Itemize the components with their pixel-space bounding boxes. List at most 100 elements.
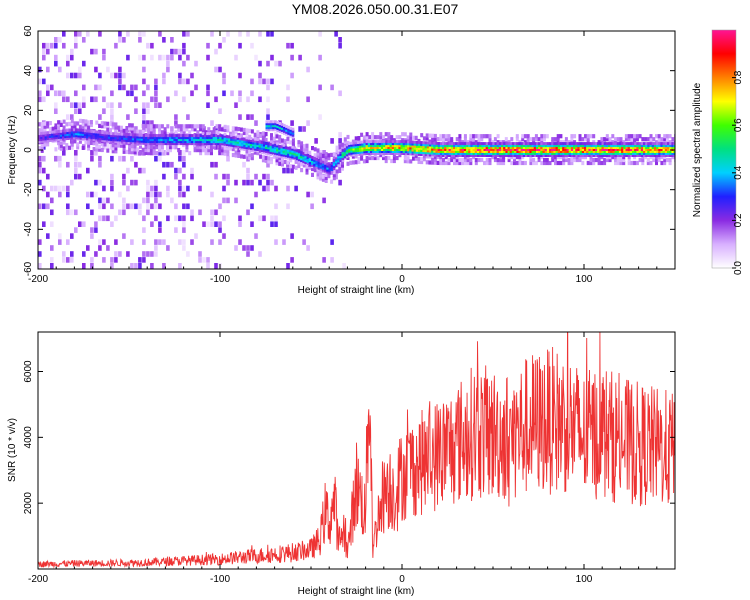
spectrogram-cell — [538, 152, 541, 155]
spectrogram-cell — [638, 144, 642, 148]
spectrogram-cell — [341, 149, 345, 153]
spectrogram-cell — [116, 140, 120, 144]
spectrogram-cell — [518, 148, 522, 151]
spectrogram-cell — [453, 144, 456, 148]
spectrogram-cell — [455, 154, 458, 157]
spectrogram-cell — [437, 146, 441, 149]
spectrogram-cell — [501, 152, 504, 155]
spectrogram-cell — [603, 137, 607, 142]
spectrogram-cell — [86, 31, 90, 37]
spectrogram-cell — [46, 233, 50, 239]
spectrogram-cell — [568, 142, 572, 146]
spectrogram-cell — [263, 151, 266, 155]
spectrogram-cell — [128, 123, 132, 128]
spectrogram-cell — [210, 215, 214, 222]
spectrogram-cell — [415, 142, 419, 146]
spectrogram-cell — [94, 251, 98, 257]
spectrogram-cell — [152, 127, 156, 132]
spectrogram-cell — [641, 155, 645, 160]
spectrogram-cell — [64, 137, 67, 141]
spectrogram-cell — [505, 152, 508, 155]
spectrogram-cell — [417, 159, 421, 164]
spectrogram-cell — [446, 142, 449, 146]
spectrogram-cell — [248, 128, 252, 133]
spectrogram-cell — [509, 150, 513, 153]
spectrogram-cell — [201, 145, 205, 150]
spectrogram-cell — [195, 140, 198, 144]
spectrogram-cell — [376, 135, 380, 140]
spectrogram-cell — [118, 155, 122, 162]
spectrogram-cell — [402, 150, 406, 153]
spectrogram-cell — [261, 134, 265, 139]
spectrogram-cell — [306, 96, 310, 103]
spectrogram-cell — [463, 157, 467, 163]
spectrogram-cell — [359, 150, 362, 154]
spectrogram-cell — [308, 157, 312, 160]
spectrogram-cell — [90, 131, 93, 135]
spectrogram-cell — [114, 134, 117, 138]
spectrogram-cell — [525, 142, 528, 146]
spectrogram-cell — [669, 142, 672, 146]
spectrogram-cell — [214, 263, 218, 269]
spectrogram-cell — [383, 150, 386, 153]
spectrogram-cell — [170, 197, 174, 204]
spectrogram-cell — [166, 151, 170, 156]
spectrogram-cell — [426, 151, 430, 155]
spectrogram-cell — [389, 140, 393, 144]
spectrogram-cell — [664, 144, 668, 148]
spectrogram-cell — [412, 156, 415, 161]
spectrogram-cell — [494, 144, 498, 148]
spectrogram-cell — [668, 160, 672, 166]
y-tick-label: -60 — [23, 261, 34, 276]
spectrogram-cell — [118, 102, 122, 108]
spectrogram-cell — [169, 140, 172, 144]
spectrogram-cell — [458, 137, 462, 142]
spectrogram-cell — [491, 155, 495, 160]
spectrogram-cell — [633, 160, 637, 166]
spectrogram-cell — [194, 60, 198, 67]
spectrogram-cell — [182, 191, 186, 198]
spectrogram-cell — [514, 146, 517, 149]
spectrogram-cell — [66, 114, 70, 120]
spectrogram-cell — [511, 142, 515, 146]
spectrogram-cell — [499, 157, 503, 163]
spectrogram-cell — [466, 146, 469, 149]
spectrogram-cell — [74, 42, 78, 49]
spectrogram-cell — [365, 152, 369, 155]
spectrogram-cell — [396, 152, 399, 155]
spectrogram-cell — [633, 137, 637, 142]
spectrogram-cell — [284, 148, 288, 152]
spectrogram-cell — [222, 233, 226, 239]
spectrogram-cell — [215, 124, 219, 129]
spectrogram-cell — [533, 152, 537, 155]
spectrogram-cell — [407, 148, 410, 152]
spectrogram-cell — [564, 144, 567, 148]
spectrogram-cell — [53, 134, 56, 138]
spectrogram-cell — [511, 150, 515, 153]
spectrogram-cell — [447, 134, 451, 139]
spectrogram-cell — [424, 147, 428, 151]
spectrogram-cell — [221, 134, 225, 138]
spectrogram-cell — [245, 140, 249, 144]
spectrogram-cell — [90, 233, 94, 239]
spectrogram-cell — [238, 141, 242, 145]
spectrogram-cell — [315, 157, 318, 161]
spectrogram-cell — [90, 137, 93, 141]
spectrogram-cell — [199, 148, 203, 153]
spectrogram-cell — [348, 146, 351, 149]
spectrogram-cell — [306, 162, 310, 165]
spectrogram-cell — [280, 145, 283, 149]
spectrogram-cell — [269, 128, 273, 132]
spectrogram-cell — [627, 157, 631, 163]
spectrogram-cell — [180, 127, 183, 132]
spectrogram-cell — [601, 150, 605, 153]
spectrogram-cell — [663, 157, 667, 163]
spectrogram-cell — [385, 150, 388, 153]
spectrogram-cell — [190, 173, 194, 180]
spectrogram-cell — [516, 154, 519, 157]
spectrogram-cell — [184, 134, 187, 138]
spectrogram-cell — [182, 144, 185, 148]
spectrogram-cell — [286, 185, 290, 192]
spectrogram-cell — [498, 146, 502, 149]
spectrogram-cell — [151, 140, 155, 144]
